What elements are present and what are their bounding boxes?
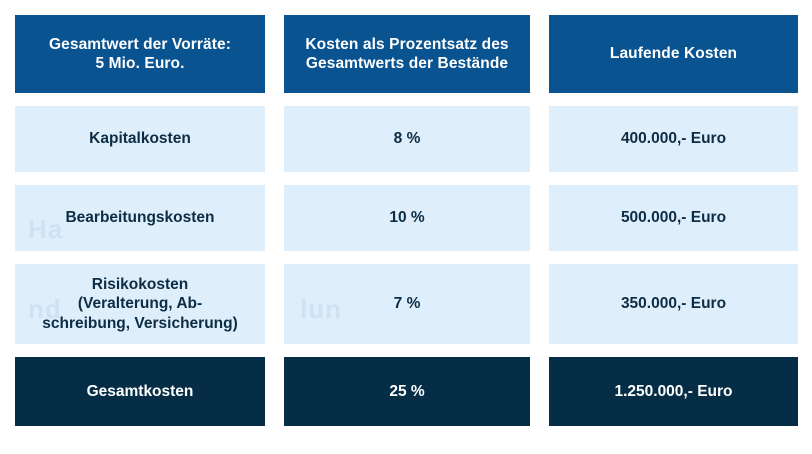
table-header-cell-inventory-value: Gesamtwert der Vorräte: 5 Mio. Euro. — [15, 15, 265, 93]
table-header-cell-running-costs: Laufende Kosten — [549, 15, 798, 93]
table-row-percent-risk-costs: 7 % — [284, 264, 530, 344]
table-row-label-processing-costs: Bearbeitungskosten — [15, 185, 265, 251]
table-row-label-capital-costs: Kapitalkosten — [15, 106, 265, 172]
table-row-percent-capital-costs: 8 % — [284, 106, 530, 172]
table-grid: Gesamtwert der Vorräte: 5 Mio. Euro. Kos… — [15, 15, 798, 437]
table-row-amount-processing-costs: 500.000,- Euro — [549, 185, 798, 251]
table-row-label-total-costs: Gesamtkosten — [15, 357, 265, 426]
table-header-cell-cost-percentage: Kosten als Prozentsatz des Gesamtwerts d… — [284, 15, 530, 93]
table-row-label-risk-costs: Risikokosten (Veralterung, Ab- schreibun… — [15, 264, 265, 344]
table-row-amount-total-costs: 1.250.000,- Euro — [549, 357, 798, 426]
table-row-percent-processing-costs: 10 % — [284, 185, 530, 251]
table-row-amount-capital-costs: 400.000,- Euro — [549, 106, 798, 172]
table-row-percent-total-costs: 25 % — [284, 357, 530, 426]
table-row-amount-risk-costs: 350.000,- Euro — [549, 264, 798, 344]
